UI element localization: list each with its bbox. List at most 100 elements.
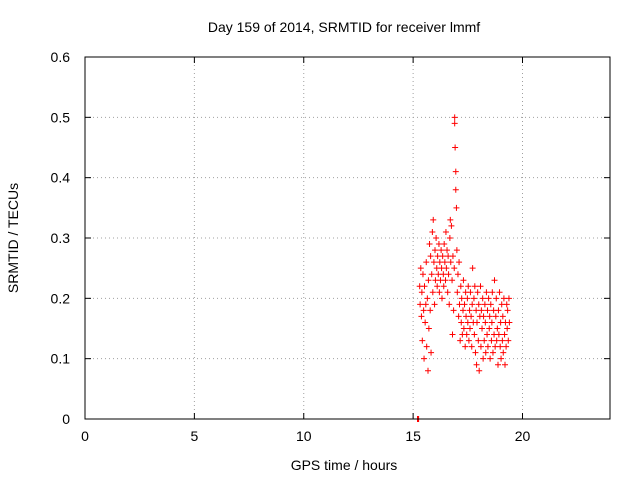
- data-points: [414, 114, 513, 422]
- data-point: [451, 114, 458, 121]
- x-tick-label: 0: [81, 428, 89, 444]
- data-point: [504, 325, 511, 332]
- data-point: [447, 259, 454, 266]
- data-point: [463, 313, 470, 320]
- data-point: [482, 349, 489, 356]
- data-point: [470, 295, 477, 302]
- x-tick-label: 20: [515, 428, 531, 444]
- data-point: [446, 235, 453, 241]
- data-point: [419, 271, 426, 278]
- data-point: [469, 265, 476, 272]
- data-point: [492, 313, 499, 320]
- data-point: [483, 289, 490, 296]
- data-point: [471, 283, 478, 290]
- data-point: [436, 259, 443, 266]
- data-point: [444, 289, 451, 296]
- y-tick-label: 0.1: [51, 351, 71, 367]
- data-point: [431, 301, 438, 308]
- data-point: [484, 331, 491, 338]
- data-point: [453, 204, 460, 211]
- data-point: [429, 289, 436, 296]
- data-point: [475, 301, 482, 308]
- data-point: [428, 349, 435, 356]
- data-point: [465, 337, 472, 344]
- data-point: [418, 313, 425, 320]
- data-point: [460, 307, 466, 314]
- data-point: [487, 355, 494, 362]
- data-point: [427, 307, 434, 314]
- plot-frame: [84, 56, 611, 420]
- x-tick-label: 15: [405, 428, 421, 444]
- data-point: [452, 168, 459, 175]
- chart-title: Day 159 of 2014, SRMTID for receiver lmm…: [208, 19, 480, 35]
- data-point: [466, 307, 473, 314]
- data-point: [479, 325, 486, 332]
- data-point: [495, 307, 502, 314]
- data-point: [474, 319, 480, 326]
- x-tick-label: 10: [296, 428, 312, 444]
- data-point: [502, 361, 508, 368]
- data-point: [435, 271, 442, 278]
- data-point: [496, 289, 503, 296]
- data-point: [478, 307, 485, 314]
- data-point: [468, 343, 475, 350]
- data-point: [427, 253, 434, 260]
- data-point: [488, 319, 495, 326]
- data-point: [493, 295, 500, 302]
- data-point: [439, 295, 445, 302]
- data-point: [420, 307, 427, 314]
- y-tick-label: 0: [62, 411, 70, 427]
- data-point: [457, 283, 464, 290]
- y-tick-label: 0.2: [51, 290, 71, 306]
- data-point: [473, 307, 480, 314]
- data-point: [505, 337, 512, 344]
- data-point: [503, 301, 510, 308]
- data-point: [497, 343, 504, 350]
- data-point: [479, 295, 486, 302]
- data-point: [503, 343, 510, 350]
- data-point: [449, 331, 456, 338]
- data-point: [423, 343, 430, 350]
- data-point: [500, 349, 507, 356]
- data-point: [430, 259, 437, 266]
- grid: [85, 57, 610, 419]
- data-point: [464, 319, 471, 326]
- data-point: [472, 349, 479, 356]
- data-point: [475, 337, 482, 344]
- data-point: [422, 301, 429, 308]
- data-point: [468, 313, 475, 320]
- data-point: [464, 295, 471, 302]
- data-point: [441, 259, 448, 266]
- data-point: [455, 313, 462, 320]
- data-point: [419, 337, 426, 344]
- data-point: [456, 301, 463, 308]
- data-point: [451, 120, 458, 127]
- data-point: [433, 235, 440, 241]
- data-point: [504, 307, 511, 314]
- y-tick-label: 0.3: [51, 230, 71, 246]
- data-point: [451, 265, 458, 272]
- data-point: [424, 295, 431, 302]
- data-point: [447, 216, 454, 223]
- data-point: [484, 307, 491, 314]
- data-point: [467, 325, 473, 332]
- data-point: [458, 319, 465, 326]
- data-point: [491, 277, 498, 284]
- data-point: [442, 277, 449, 284]
- data-point: [460, 277, 467, 284]
- data-point: [426, 241, 433, 248]
- data-point: [421, 355, 428, 362]
- data-point: [487, 301, 494, 308]
- data-point: [446, 301, 453, 308]
- data-point: [428, 271, 435, 278]
- data-point: [469, 301, 476, 308]
- data-point: [471, 331, 478, 338]
- data-point: [421, 283, 428, 290]
- y-axis-label: SRMTID / TECUs: [5, 183, 21, 293]
- data-point: [488, 337, 495, 344]
- data-point: [417, 301, 424, 308]
- data-point: [493, 337, 500, 344]
- data-point: [486, 313, 493, 320]
- data-point: [448, 222, 455, 229]
